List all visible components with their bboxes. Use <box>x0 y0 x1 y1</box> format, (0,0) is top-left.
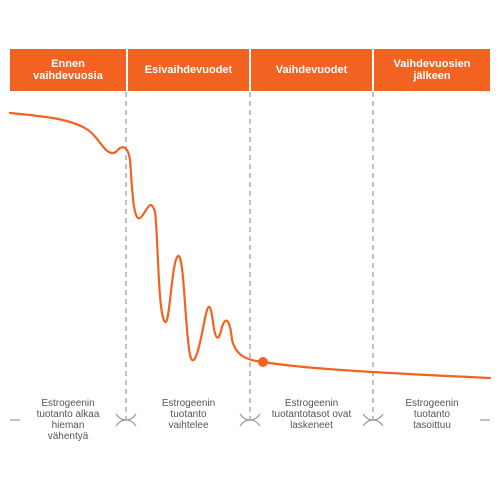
bracket-1 <box>115 413 137 427</box>
stage-header-post: Vaihdevuosien jälkeen <box>374 49 490 91</box>
stage-description-perimenopause: Estrogeenin tuotanto vaihtelee <box>161 398 216 431</box>
stage-description-menopause: Estrogeenin tuotantotasot ovat laskeneet <box>271 398 352 431</box>
estrogen-curve <box>8 111 492 380</box>
stage-description-pre: Estrogeenin tuotanto alkaa hieman vähent… <box>36 398 100 442</box>
stage-dividers <box>125 92 374 420</box>
stage-description-post: Estrogeenin tuotanto tasoittuu <box>405 398 459 431</box>
bracket-2 <box>239 413 261 427</box>
bracket-3 <box>362 413 384 427</box>
stage-header-pre: Ennen vaihdevuosia <box>10 49 126 91</box>
current-point-marker <box>258 357 268 367</box>
stage-header-menopause: Vaihdevuodet <box>251 49 372 91</box>
range-axis <box>10 413 490 427</box>
stage-header-perimenopause: Esivaihdevuodet <box>128 49 249 91</box>
